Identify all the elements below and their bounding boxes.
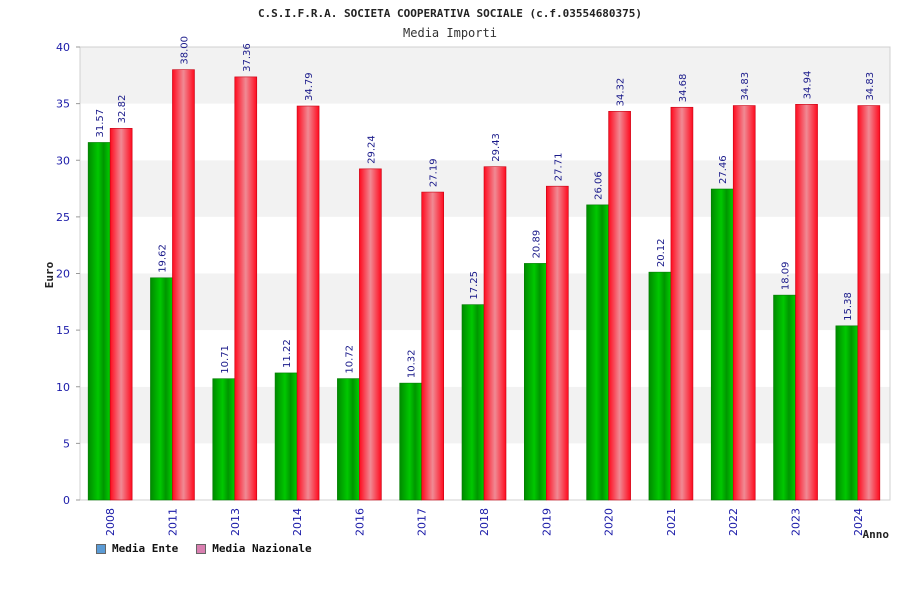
bar-media-nazionale bbox=[172, 69, 195, 501]
data-label: 27.46 bbox=[718, 155, 729, 184]
bar-media-ente bbox=[586, 204, 609, 501]
bar-media-nazionale bbox=[857, 105, 881, 501]
data-label: 34.83 bbox=[865, 72, 876, 101]
bar-media-ente bbox=[524, 263, 547, 501]
x-tick-label: 2017 bbox=[416, 508, 429, 536]
bar-media-nazionale bbox=[795, 104, 818, 501]
bar-media-nazionale bbox=[608, 111, 631, 501]
x-tick-label: 2013 bbox=[229, 508, 242, 536]
x-tick-label: 2021 bbox=[665, 508, 678, 536]
data-label: 20.12 bbox=[656, 239, 667, 268]
chart-subtitle: Media Importi bbox=[403, 26, 497, 40]
bar-media-ente bbox=[461, 304, 485, 501]
x-tick-label: 2016 bbox=[353, 508, 366, 536]
bar-media-nazionale bbox=[421, 191, 444, 501]
x-axis-ticks: 2008 2011 2013 2014 2016 2017 2018 2019 2020 2021… bbox=[104, 508, 865, 536]
y-tick-label: 15 bbox=[56, 324, 70, 337]
y-tick-label: 35 bbox=[56, 98, 70, 111]
y-tick-label: 5 bbox=[63, 437, 70, 450]
data-label: 34.32 bbox=[616, 78, 627, 107]
grid-band bbox=[80, 47, 890, 104]
data-label: 17.25 bbox=[469, 271, 480, 300]
data-label: 29.24 bbox=[366, 135, 377, 164]
data-label: 27.71 bbox=[553, 153, 564, 182]
y-tick-label: 30 bbox=[56, 154, 70, 167]
bar-media-ente bbox=[710, 188, 734, 501]
legend-swatch-media-ente bbox=[96, 543, 106, 554]
x-tick-label: 2018 bbox=[478, 508, 491, 536]
x-tick-label: 2022 bbox=[727, 508, 740, 536]
data-label: 34.68 bbox=[678, 74, 689, 103]
data-label: 11.22 bbox=[282, 339, 293, 368]
data-labels-group: 31.57 32.82 19.62 38.00 10.71 37.36 11.22 34.79… bbox=[95, 36, 876, 378]
x-tick-label: 2023 bbox=[790, 508, 803, 536]
y-tick-label: 20 bbox=[56, 268, 70, 281]
x-tick-label: 2014 bbox=[291, 508, 304, 536]
bar-media-ente bbox=[337, 378, 360, 501]
bar-media-nazionale bbox=[546, 185, 569, 501]
chart-title: C.S.I.F.R.A. SOCIETA COOPERATIVA SOCIALE… bbox=[258, 7, 642, 20]
x-tick-label: 2024 bbox=[852, 508, 865, 536]
data-label: 10.32 bbox=[407, 349, 418, 378]
y-tick-label: 40 bbox=[56, 41, 70, 54]
bar-media-nazionale bbox=[732, 105, 756, 501]
bar-media-ente bbox=[274, 372, 298, 501]
data-label: 29.43 bbox=[491, 133, 502, 162]
data-label: 10.71 bbox=[220, 345, 231, 374]
y-axis-ticks: 0 5 10 15 20 25 30 35 40 bbox=[56, 41, 80, 507]
bar-media-nazionale bbox=[234, 76, 258, 501]
legend-label-media-ente: Media Ente bbox=[112, 542, 179, 555]
legend-item-media-ente: Media Ente bbox=[96, 542, 178, 555]
data-label: 34.83 bbox=[740, 72, 751, 101]
data-label: 32.82 bbox=[117, 95, 128, 124]
bar-media-nazionale bbox=[483, 166, 507, 501]
y-axis-label: Euro bbox=[43, 261, 56, 288]
bar-media-nazionale bbox=[109, 128, 133, 501]
x-tick-label: 2011 bbox=[166, 508, 179, 536]
data-label: 37.36 bbox=[242, 43, 253, 72]
legend: Media Ente Media Nazionale bbox=[96, 542, 312, 555]
y-tick-label: 25 bbox=[56, 211, 70, 224]
legend-item-media-nazionale: Media Nazionale bbox=[196, 542, 312, 555]
bar-media-nazionale bbox=[359, 168, 382, 501]
data-label: 15.38 bbox=[843, 292, 854, 321]
bar-media-ente bbox=[648, 271, 672, 501]
data-label: 10.72 bbox=[344, 345, 355, 374]
bar-media-ente bbox=[150, 277, 173, 501]
bars-group bbox=[87, 69, 881, 501]
data-label: 26.06 bbox=[594, 171, 605, 200]
x-tick-label: 2008 bbox=[104, 508, 117, 536]
bar-media-ente bbox=[212, 378, 236, 501]
bar-media-ente bbox=[835, 325, 859, 501]
bar-media-ente bbox=[773, 294, 796, 501]
data-label: 27.19 bbox=[429, 158, 440, 187]
x-tick-label: 2020 bbox=[603, 508, 616, 536]
legend-swatch-media-nazionale bbox=[196, 543, 207, 554]
data-label: 19.62 bbox=[157, 244, 168, 273]
y-tick-label: 10 bbox=[56, 381, 70, 394]
bar-media-nazionale bbox=[296, 105, 320, 501]
legend-label-media-nazionale: Media Nazionale bbox=[212, 542, 312, 555]
x-tick-label: 2019 bbox=[540, 508, 553, 536]
data-label: 31.57 bbox=[95, 109, 106, 138]
data-label: 34.94 bbox=[803, 71, 814, 100]
grid-band bbox=[80, 103, 890, 161]
data-label: 18.09 bbox=[781, 261, 792, 290]
bar-media-ente bbox=[87, 142, 111, 501]
data-label: 38.00 bbox=[179, 36, 190, 65]
x-axis-label: Anno bbox=[863, 528, 890, 541]
bar-media-ente bbox=[399, 382, 422, 501]
y-tick-label: 0 bbox=[63, 494, 70, 507]
data-label: 20.89 bbox=[531, 230, 542, 259]
data-label: 34.79 bbox=[304, 72, 315, 101]
bar-media-nazionale bbox=[670, 106, 694, 501]
